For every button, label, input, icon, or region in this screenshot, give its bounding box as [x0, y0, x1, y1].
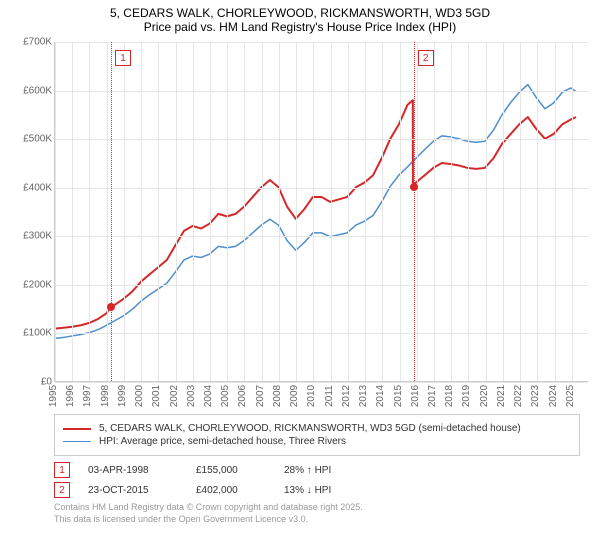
footer-line-1: Contains HM Land Registry data © Crown c…: [54, 502, 580, 514]
sale-row: 1 03-APR-1998 £155,000 28% ↑ HPI: [54, 462, 580, 478]
sale-date: 03-APR-1998: [88, 465, 178, 476]
gridline-vertical: [572, 42, 573, 381]
sale-price: £155,000: [196, 465, 266, 476]
gridline-vertical: [451, 42, 452, 381]
gridline-vertical: [227, 42, 228, 381]
title-line-2: Price paid vs. HM Land Registry's House …: [10, 20, 590, 34]
gridline-vertical: [365, 42, 366, 381]
plot-area: 12: [54, 42, 588, 382]
gridline-vertical: [141, 42, 142, 381]
gridline-horizontal: [55, 333, 588, 334]
gridline-vertical: [503, 42, 504, 381]
sale-marker-box: 2: [418, 50, 434, 66]
sale-row: 2 23-OCT-2015 £402,000 13% ↓ HPI: [54, 482, 580, 498]
attribution-footer: Contains HM Land Registry data © Crown c…: [54, 502, 580, 525]
sale-delta: 13% ↓ HPI: [284, 485, 331, 496]
gridline-horizontal: [55, 285, 588, 286]
gridline-vertical: [193, 42, 194, 381]
gridline-vertical: [555, 42, 556, 381]
series-address: [55, 100, 576, 329]
gridline-horizontal: [55, 91, 588, 92]
gridline-vertical: [262, 42, 263, 381]
gridline-horizontal: [55, 382, 588, 383]
sale-point: [107, 303, 115, 311]
gridline-vertical: [124, 42, 125, 381]
chart-title: 5, CEDARS WALK, CHORLEYWOOD, RICKMANSWOR…: [0, 0, 600, 36]
title-line-1: 5, CEDARS WALK, CHORLEYWOOD, RICKMANSWOR…: [10, 6, 590, 20]
sale-vline: [111, 42, 112, 381]
legend-item: HPI: Average price, semi-detached house,…: [63, 436, 571, 447]
gridline-vertical: [89, 42, 90, 381]
y-tick-label: £300K: [10, 231, 52, 242]
gridline-vertical: [55, 42, 56, 381]
gridline-vertical: [176, 42, 177, 381]
legend-label: HPI: Average price, semi-detached house,…: [99, 436, 346, 447]
gridline-horizontal: [55, 236, 588, 237]
sale-marker-box: 1: [115, 50, 131, 66]
sale-point: [410, 183, 418, 191]
y-tick-label: £600K: [10, 85, 52, 96]
gridline-vertical: [400, 42, 401, 381]
gridline-vertical: [107, 42, 108, 381]
gridline-vertical: [331, 42, 332, 381]
gridline-vertical: [537, 42, 538, 381]
gridline-vertical: [417, 42, 418, 381]
y-tick-label: £500K: [10, 134, 52, 145]
gridline-vertical: [244, 42, 245, 381]
sale-vline: [414, 42, 415, 381]
gridline-horizontal: [55, 188, 588, 189]
gridline-vertical: [72, 42, 73, 381]
sale-badge: 2: [54, 482, 70, 498]
gridline-vertical: [348, 42, 349, 381]
sale-date: 23-OCT-2015: [88, 485, 178, 496]
gridline-vertical: [296, 42, 297, 381]
gridline-vertical: [313, 42, 314, 381]
line-series-svg: [55, 42, 588, 381]
y-tick-label: £700K: [10, 37, 52, 48]
legend-swatch: [63, 441, 91, 443]
legend-item: 5, CEDARS WALK, CHORLEYWOOD, RICKMANSWOR…: [63, 423, 571, 434]
footer-line-2: This data is licensed under the Open Gov…: [54, 514, 580, 526]
gridline-horizontal: [55, 139, 588, 140]
gridline-vertical: [434, 42, 435, 381]
y-tick-label: £400K: [10, 182, 52, 193]
gridline-vertical: [520, 42, 521, 381]
x-tick-label: 2025: [561, 385, 581, 407]
series-hpi: [55, 85, 576, 339]
gridline-vertical: [279, 42, 280, 381]
y-tick-label: £200K: [10, 279, 52, 290]
gridline-vertical: [468, 42, 469, 381]
gridline-vertical: [486, 42, 487, 381]
gridline-vertical: [158, 42, 159, 381]
chart-container: £0£100K£200K£300K£400K£500K£600K£700K 12…: [10, 36, 590, 406]
gridline-vertical: [210, 42, 211, 381]
sale-badge: 1: [54, 462, 70, 478]
gridline-vertical: [382, 42, 383, 381]
gridline-horizontal: [55, 42, 588, 43]
sale-delta: 28% ↑ HPI: [284, 465, 331, 476]
legend-label: 5, CEDARS WALK, CHORLEYWOOD, RICKMANSWOR…: [99, 423, 521, 434]
sales-list: 1 03-APR-1998 £155,000 28% ↑ HPI 2 23-OCT-201…: [54, 462, 580, 498]
sale-price: £402,000: [196, 485, 266, 496]
y-tick-label: £100K: [10, 328, 52, 339]
legend: 5, CEDARS WALK, CHORLEYWOOD, RICKMANSWOR…: [54, 414, 580, 456]
legend-swatch: [63, 428, 91, 430]
